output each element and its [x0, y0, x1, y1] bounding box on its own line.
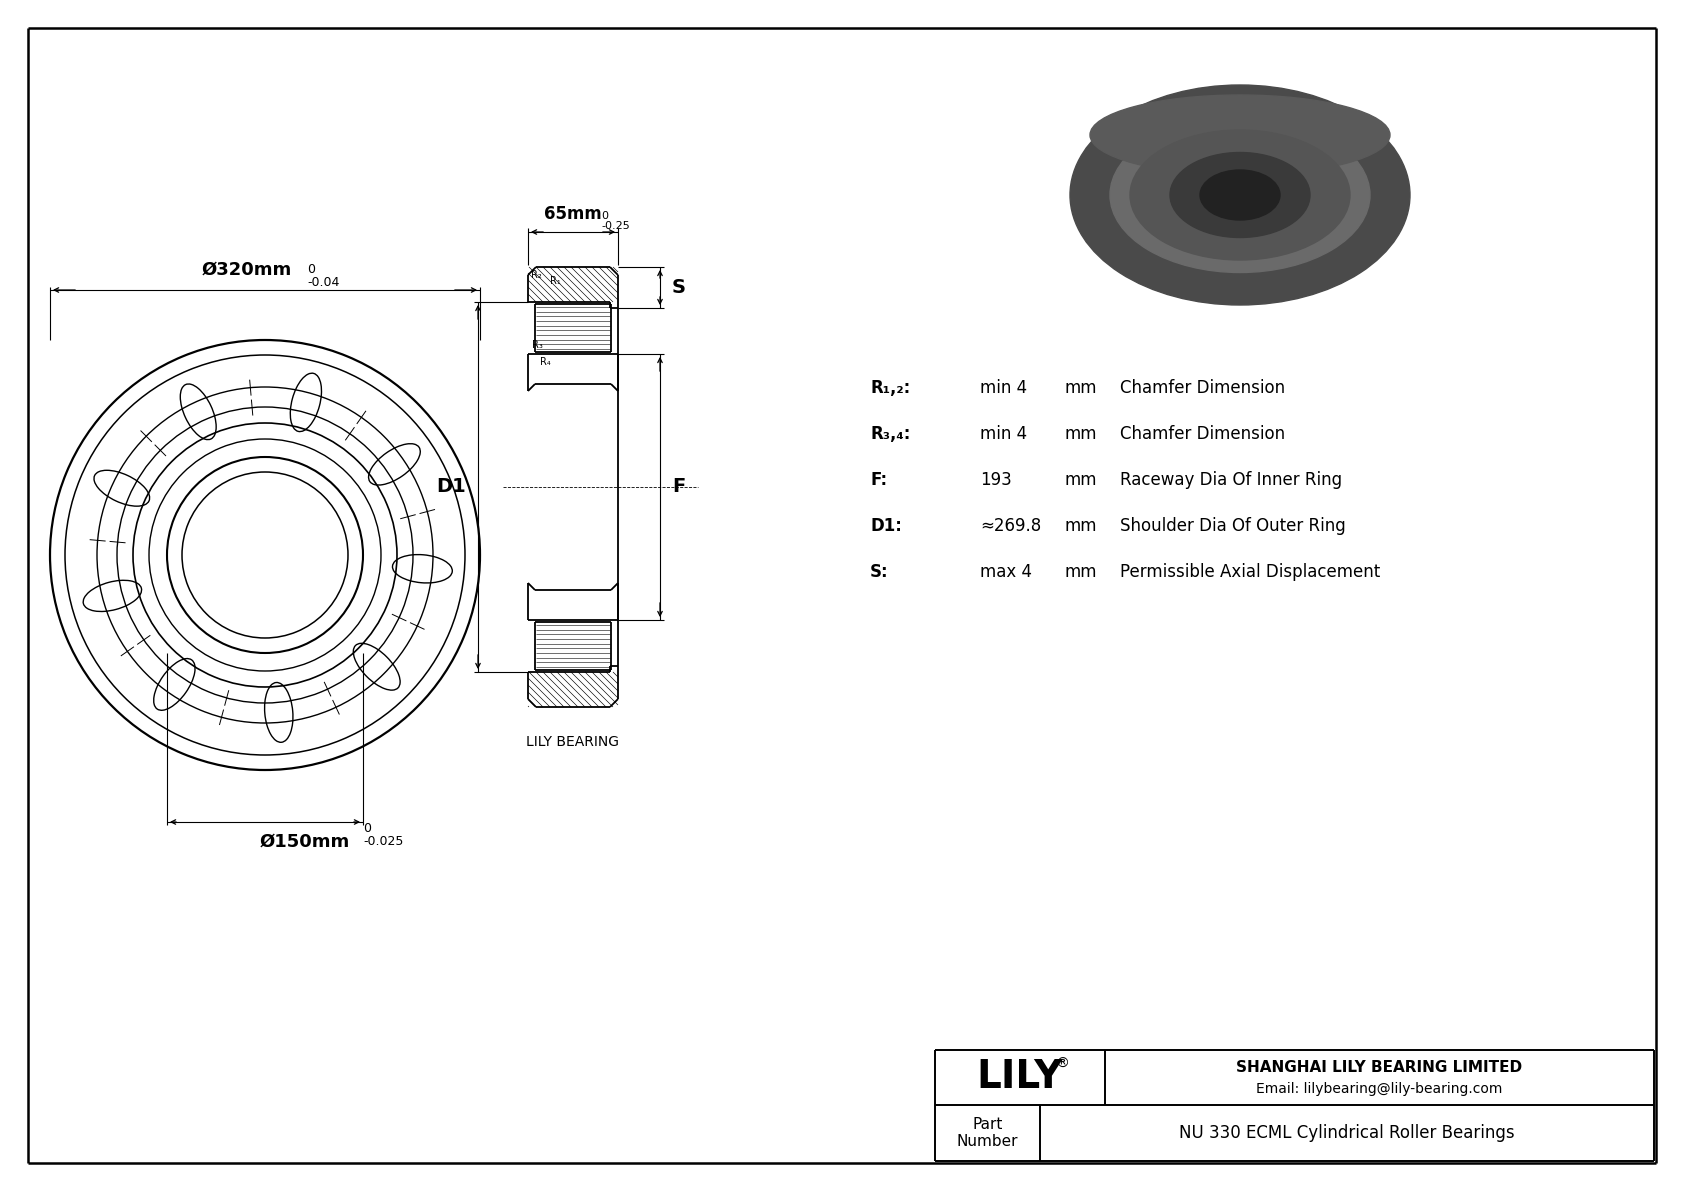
Text: F: F [672, 478, 685, 497]
Text: D1:: D1: [871, 517, 903, 535]
Text: S: S [672, 278, 685, 297]
Ellipse shape [1090, 95, 1389, 175]
Text: F:: F: [871, 470, 887, 490]
Text: NU 330 ECML Cylindrical Roller Bearings: NU 330 ECML Cylindrical Roller Bearings [1179, 1124, 1516, 1142]
Text: mm: mm [1064, 470, 1098, 490]
Text: min 4: min 4 [980, 379, 1027, 397]
Text: Raceway Dia Of Inner Ring: Raceway Dia Of Inner Ring [1120, 470, 1342, 490]
Text: min 4: min 4 [980, 425, 1027, 443]
Text: 65mm: 65mm [544, 205, 601, 223]
Text: -0.25: -0.25 [601, 222, 630, 231]
Ellipse shape [1069, 85, 1410, 305]
Text: mm: mm [1064, 517, 1098, 535]
Text: max 4: max 4 [980, 563, 1032, 581]
Text: ®: ® [1056, 1056, 1069, 1071]
Text: Permissible Axial Displacement: Permissible Axial Displacement [1120, 563, 1381, 581]
Text: ≈269.8: ≈269.8 [980, 517, 1041, 535]
Ellipse shape [1110, 118, 1371, 273]
Text: -0.04: -0.04 [306, 276, 340, 289]
Ellipse shape [1191, 162, 1290, 227]
Text: R₃: R₃ [532, 339, 542, 350]
Text: R₂: R₂ [530, 270, 542, 280]
Text: Ø150mm: Ø150mm [259, 833, 350, 852]
Text: mm: mm [1064, 379, 1098, 397]
Ellipse shape [1170, 152, 1310, 237]
Text: Shoulder Dia Of Outer Ring: Shoulder Dia Of Outer Ring [1120, 517, 1346, 535]
Text: D1: D1 [436, 478, 466, 497]
Text: R₁,₂:: R₁,₂: [871, 379, 911, 397]
Text: 193: 193 [980, 470, 1012, 490]
Text: mm: mm [1064, 563, 1098, 581]
Text: Chamfer Dimension: Chamfer Dimension [1120, 425, 1285, 443]
Ellipse shape [1201, 170, 1280, 220]
Text: 0: 0 [364, 822, 370, 835]
Text: SHANGHAI LILY BEARING LIMITED: SHANGHAI LILY BEARING LIMITED [1236, 1060, 1522, 1075]
Ellipse shape [1130, 130, 1351, 260]
Text: -0.025: -0.025 [364, 835, 404, 848]
Text: S:: S: [871, 563, 889, 581]
Text: 0: 0 [601, 211, 608, 222]
Text: R₄: R₄ [541, 357, 551, 367]
Text: Part
Number: Part Number [957, 1117, 1019, 1149]
Text: LILY: LILY [977, 1059, 1063, 1097]
Text: mm: mm [1064, 425, 1098, 443]
Text: R₃,₄:: R₃,₄: [871, 425, 911, 443]
Text: Ø320mm: Ø320mm [202, 261, 291, 279]
Text: Email: lilybearing@lily-bearing.com: Email: lilybearing@lily-bearing.com [1256, 1083, 1502, 1097]
Text: R₁: R₁ [551, 276, 561, 286]
Text: Chamfer Dimension: Chamfer Dimension [1120, 379, 1285, 397]
Text: 0: 0 [306, 263, 315, 276]
Text: LILY BEARING: LILY BEARING [527, 735, 620, 749]
